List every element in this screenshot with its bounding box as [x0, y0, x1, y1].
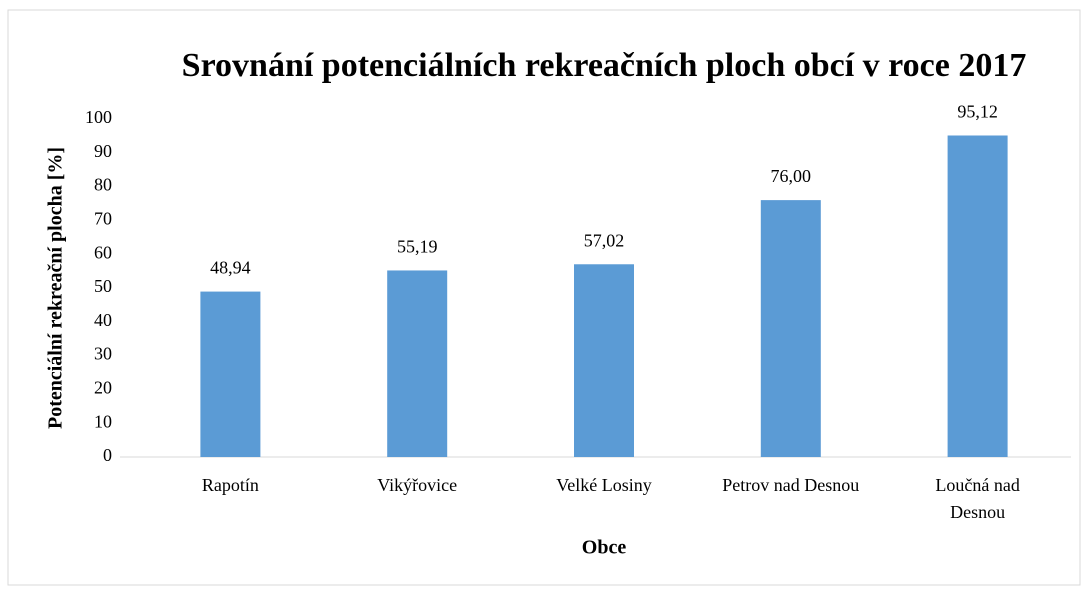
y-tick-label: 80 — [94, 175, 112, 195]
x-axis-title: Obce — [582, 537, 627, 559]
bar — [760, 200, 821, 457]
data-label: 76,00 — [771, 166, 812, 186]
bar — [574, 264, 634, 457]
y-tick-label: 60 — [94, 242, 112, 262]
x-tick-label: Velké Losiny — [556, 475, 651, 495]
bar — [387, 270, 448, 457]
x-tick-label: Petrov nad Desnou — [722, 475, 859, 495]
y-tick-label: 100 — [85, 107, 112, 127]
chart-title: Srovnání potenciálních rekreačních ploch… — [182, 47, 1027, 84]
data-label: 95,12 — [957, 102, 998, 122]
y-tick-label: 0 — [103, 445, 112, 465]
bar — [200, 291, 261, 457]
y-tick-label: 30 — [94, 344, 112, 364]
x-tick-label: Vikýřovice — [377, 475, 457, 495]
y-tick-label: 90 — [94, 141, 112, 161]
y-axis-title: Potenciální rekreační plocha [%] — [45, 147, 67, 429]
x-tick-label: Loučná nad Desnou — [935, 475, 1019, 522]
data-label: 55,19 — [397, 237, 438, 257]
data-label: 57,02 — [584, 230, 625, 250]
bar — [947, 135, 1008, 458]
data-label: 48,94 — [210, 258, 251, 278]
y-tick-label: 70 — [94, 209, 112, 229]
y-tick-label: 40 — [94, 310, 112, 330]
chart-frame — [7, 9, 1081, 586]
y-tick-label: 50 — [94, 276, 112, 296]
x-tick-label: Rapotín — [202, 475, 259, 495]
y-tick-label: 10 — [94, 411, 112, 431]
y-tick-label: 20 — [94, 378, 112, 398]
